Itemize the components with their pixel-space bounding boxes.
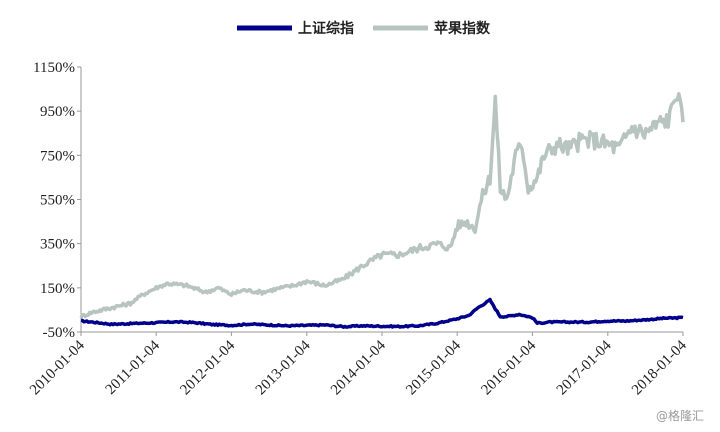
x-tick-label: 2017-01-04 bbox=[554, 337, 615, 398]
y-tick-label: 350% bbox=[40, 237, 75, 253]
legend-label-shanghai: 上证综指 bbox=[298, 20, 354, 37]
x-tick-label: 2015-01-04 bbox=[403, 337, 464, 398]
series-layer bbox=[79, 92, 685, 329]
x-tick-label: 2018-01-04 bbox=[629, 337, 690, 398]
legend-label-apple: 苹果指数 bbox=[434, 20, 491, 37]
x-tick-label: 2016-01-04 bbox=[478, 337, 539, 398]
x-tick-label: 2010-01-04 bbox=[27, 337, 88, 398]
watermark: @格隆汇 bbox=[656, 408, 704, 423]
y-tick-label: -50% bbox=[43, 325, 76, 341]
x-tick-label: 2013-01-04 bbox=[253, 337, 314, 398]
x-tick-label: 2012-01-04 bbox=[177, 337, 238, 398]
legend: 上证综指 苹果指数 bbox=[237, 20, 491, 37]
x-tick-label: 2011-01-04 bbox=[103, 337, 164, 398]
x-axis-ticks: 2010-01-04 2011-01-04 2012-01-04 2013-01-04… bbox=[27, 332, 690, 398]
y-tick-label: 750% bbox=[40, 148, 75, 164]
x-tick-label: 2014-01-04 bbox=[328, 337, 389, 398]
y-tick-label: 150% bbox=[40, 281, 75, 297]
y-tick-label: 950% bbox=[40, 104, 75, 120]
y-axis-ticks: 1150% 950% 750% 550% 350% 150% -50% bbox=[33, 60, 81, 341]
y-tick-label: 1150% bbox=[33, 60, 75, 76]
series-line-shanghai bbox=[80, 297, 684, 329]
y-tick-label: 550% bbox=[40, 193, 75, 209]
series-line-apple bbox=[79, 92, 685, 319]
